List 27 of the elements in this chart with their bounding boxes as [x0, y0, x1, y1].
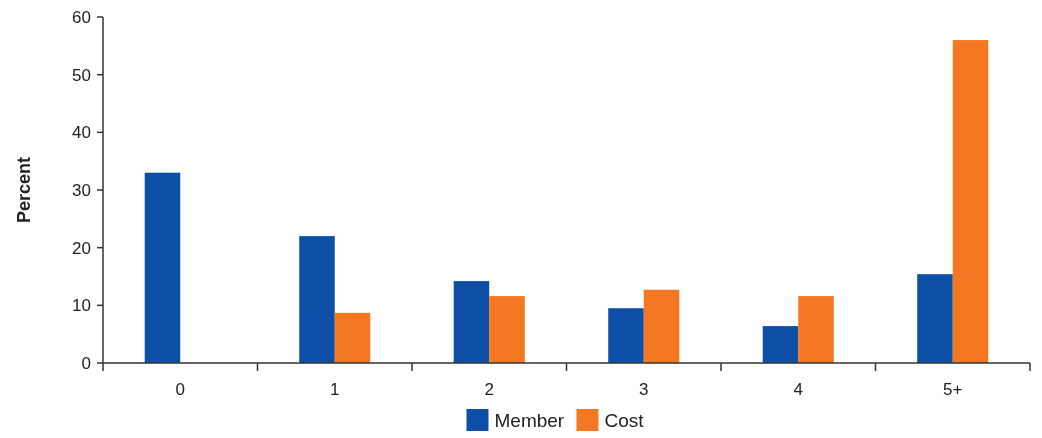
- y-tick-label: 60: [72, 7, 91, 27]
- x-tick-label: 0: [175, 380, 185, 399]
- x-tick-label: 4: [793, 380, 803, 399]
- y-tick-label: 0: [81, 353, 91, 373]
- x-tick-label: 1: [330, 380, 340, 399]
- y-tick-label: 10: [72, 296, 91, 316]
- x-tick-label: 5+: [943, 380, 963, 399]
- x-tick-label: 2: [484, 380, 494, 399]
- y-tick-label: 20: [72, 238, 91, 258]
- bar: [489, 296, 525, 363]
- bar: [334, 312, 371, 363]
- bar: [798, 296, 834, 363]
- legend-label: Cost: [604, 409, 645, 431]
- y-tick-label: 50: [72, 65, 91, 85]
- bar: [952, 40, 989, 363]
- bar: [643, 289, 680, 363]
- y-axis-title: Percent: [14, 156, 34, 224]
- bar: [608, 308, 644, 363]
- y-tick-label: 30: [72, 180, 91, 200]
- bar: [144, 172, 181, 363]
- bar: [917, 274, 953, 363]
- bar: [299, 236, 335, 363]
- legend-label: Member: [494, 409, 565, 431]
- bar: [762, 326, 799, 363]
- x-tick-label: 3: [639, 380, 649, 399]
- bar: [453, 281, 490, 363]
- y-tick-label: 40: [72, 123, 91, 143]
